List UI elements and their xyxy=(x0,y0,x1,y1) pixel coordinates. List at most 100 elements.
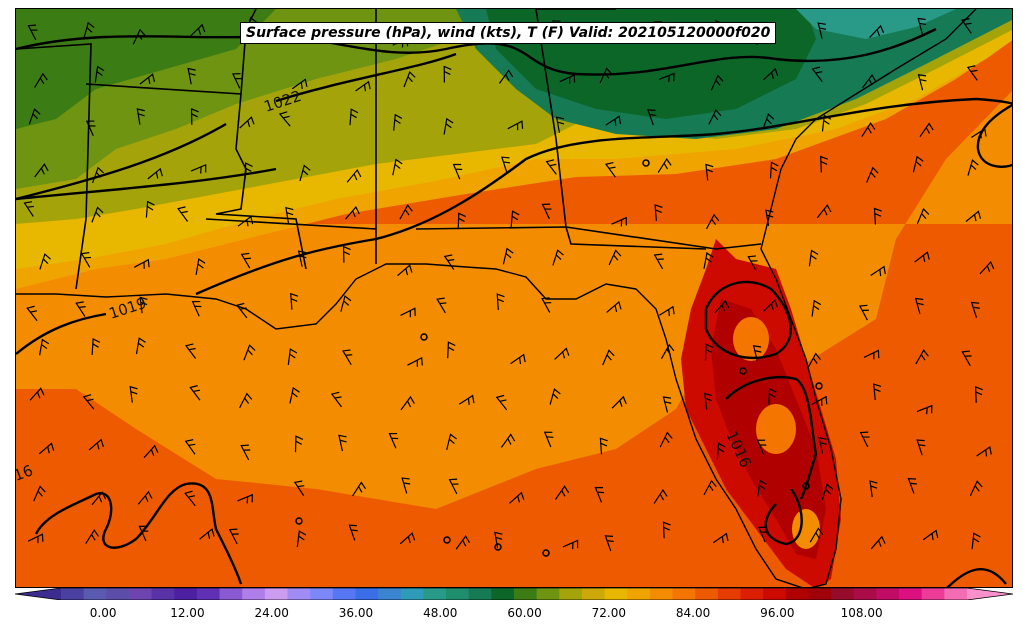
wind-barb xyxy=(291,78,308,90)
wind-barb xyxy=(659,305,675,317)
wind-barb xyxy=(869,480,878,497)
wind-barb xyxy=(495,394,508,411)
wind-barb xyxy=(705,163,714,181)
wind-barb xyxy=(443,65,452,83)
wind-barb xyxy=(969,480,983,497)
wind-barb xyxy=(807,352,821,368)
wind-barb xyxy=(541,203,552,220)
wind-barb xyxy=(80,252,91,268)
wind-barb xyxy=(278,111,291,127)
wind-barb xyxy=(129,385,138,403)
colorbar-tick-label: 36.00 xyxy=(338,606,374,620)
wind-barb xyxy=(502,247,514,265)
wind-barb xyxy=(657,157,672,173)
wind-barb xyxy=(510,353,526,365)
wind-barb xyxy=(757,479,767,497)
wind-barb xyxy=(27,533,44,544)
wind-barb xyxy=(714,299,730,314)
wind-barb xyxy=(88,438,104,451)
wind-barb xyxy=(392,158,403,176)
wind-barb xyxy=(562,539,579,550)
wind-barb xyxy=(817,22,827,39)
wind-barb xyxy=(239,116,255,129)
wind-barb xyxy=(712,532,729,544)
colorbar-segment xyxy=(332,588,357,600)
wind-barb xyxy=(907,477,917,494)
wind-barb xyxy=(554,347,570,360)
colorbar-tick-label: 84.00 xyxy=(675,606,711,620)
wind-barb xyxy=(762,299,779,312)
wind-barb xyxy=(177,206,189,222)
wind-barb xyxy=(866,166,879,183)
wind-barb xyxy=(602,349,615,366)
wind-barb xyxy=(916,439,926,456)
wind-barb xyxy=(135,337,146,355)
wind-barb xyxy=(244,162,253,180)
colorbar-segment xyxy=(853,588,877,600)
wind-barb xyxy=(448,478,459,495)
isobar-1022 xyxy=(16,52,457,201)
wind-barb xyxy=(136,108,145,125)
colorbar-tick-label: 48.00 xyxy=(423,606,458,620)
wind-barb xyxy=(549,388,561,405)
wind-barb xyxy=(599,67,613,84)
weather-map: 1022 1019 1016 16 xyxy=(16,9,1012,587)
wind-barb xyxy=(400,307,416,318)
colorbar-segment xyxy=(876,588,900,600)
wind-barb xyxy=(654,204,663,221)
wind-barb xyxy=(82,394,95,410)
wind-barb xyxy=(808,249,819,267)
wind-barb xyxy=(500,433,516,448)
wind-barb xyxy=(139,73,156,85)
wind-barb xyxy=(199,528,215,540)
wind-barb xyxy=(543,431,554,448)
wind-barb xyxy=(922,529,939,541)
colorbar-segment xyxy=(355,588,379,600)
wind-barb xyxy=(355,80,371,92)
colorbar-segment xyxy=(242,588,266,600)
wind-barb xyxy=(184,439,196,455)
florida-warm-spot-2 xyxy=(756,404,796,454)
colorbar-segment xyxy=(536,588,560,600)
wind-barb xyxy=(187,67,196,85)
wind-barb xyxy=(342,349,353,366)
wind-barb xyxy=(862,73,877,89)
wind-barb xyxy=(559,74,576,84)
wind-barb xyxy=(297,250,307,267)
wind-barb xyxy=(34,163,49,178)
wind-barb xyxy=(39,338,50,356)
wind-barb xyxy=(705,213,720,230)
wind-barb xyxy=(816,204,832,219)
wind-barb xyxy=(145,200,155,218)
wind-barb xyxy=(919,122,934,138)
wind-barb xyxy=(765,209,774,227)
station-markers xyxy=(295,159,823,557)
colorbar-segment xyxy=(83,588,107,600)
isobar-1019-west xyxy=(16,312,107,355)
wind-barb xyxy=(970,301,980,318)
colorbar-segment xyxy=(310,588,334,600)
wind-barb xyxy=(190,23,206,37)
wind-barb xyxy=(346,168,362,183)
wind-barb xyxy=(132,28,146,45)
wind-barb xyxy=(190,108,199,125)
wind-barb xyxy=(237,493,253,504)
colorbar xyxy=(15,588,1013,600)
colorbar-segment xyxy=(514,588,538,600)
wind-barb xyxy=(653,253,664,270)
wind-barb xyxy=(820,155,829,173)
colorbar-segment xyxy=(627,588,651,600)
wind-barb xyxy=(604,535,614,552)
wind-barb xyxy=(75,301,86,317)
colorbar-segment xyxy=(128,588,153,600)
wind-barb xyxy=(134,258,150,269)
wind-barb xyxy=(975,386,983,403)
wind-barb xyxy=(659,431,673,448)
wind-barb xyxy=(299,164,311,182)
florida-warm-spot-1 xyxy=(733,317,769,361)
isobar-label-16: 16 xyxy=(16,461,35,484)
wind-barb xyxy=(818,437,827,454)
colorbar-tick-label: 12.00 xyxy=(170,606,205,620)
wind-barb xyxy=(653,488,668,504)
wind-barb xyxy=(240,252,251,269)
